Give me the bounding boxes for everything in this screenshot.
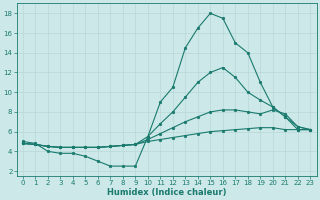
X-axis label: Humidex (Indice chaleur): Humidex (Indice chaleur) (107, 188, 226, 197)
